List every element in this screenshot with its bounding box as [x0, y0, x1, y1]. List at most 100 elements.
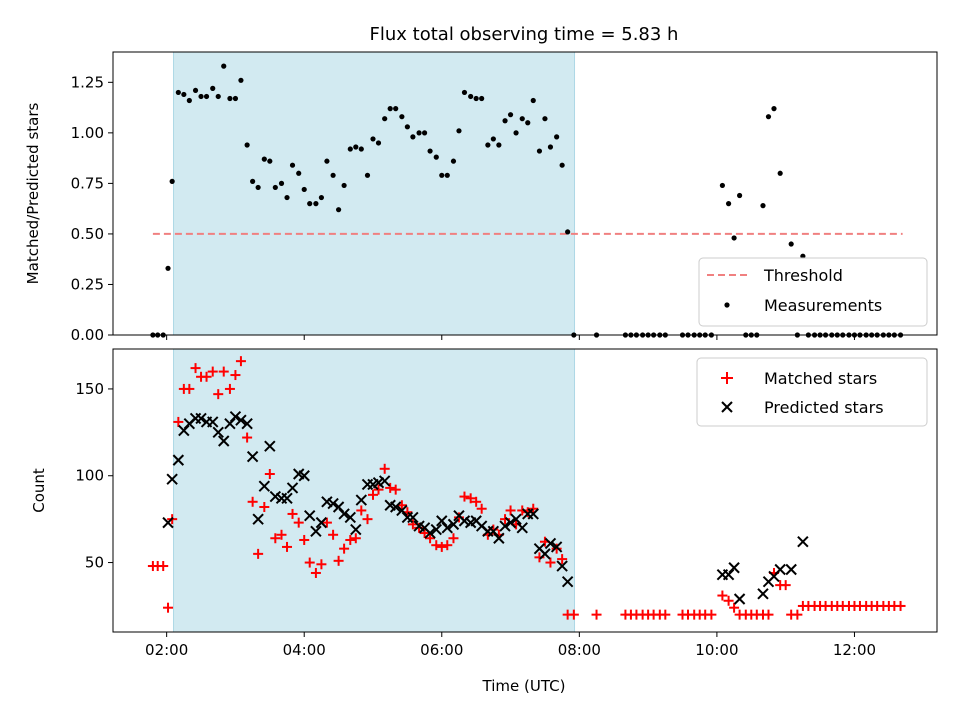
predicted-point: [728, 562, 740, 574]
predicted-point: [550, 541, 563, 553]
matched-point: [459, 491, 470, 502]
measurement-point: [461, 89, 468, 96]
predicted-point: [424, 527, 436, 539]
bottom-plot-frame: [112, 348, 938, 633]
matched-point: [213, 389, 224, 400]
matched-point: [591, 609, 602, 620]
matched-point: [235, 356, 246, 367]
predicted-point: [378, 475, 391, 487]
measurement-point: [341, 182, 347, 189]
predicted-point: [722, 568, 735, 581]
predicted-point: [396, 504, 408, 517]
measurement-point: [760, 203, 766, 209]
measurement-point: [542, 116, 548, 122]
predicted-point: [166, 473, 178, 485]
predicted-point: [212, 426, 224, 439]
measurement-point: [765, 114, 772, 120]
measurement-point: [554, 134, 560, 140]
predicted-point: [286, 482, 299, 494]
matched-stars-series: [147, 356, 906, 620]
measurement-point: [232, 95, 239, 102]
matched-point: [259, 501, 270, 512]
measurement-point: [181, 91, 187, 98]
matched-point: [414, 522, 425, 533]
predicted-point: [510, 513, 522, 525]
measurement-point: [358, 146, 364, 152]
predicted-point: [178, 424, 190, 437]
matched-point: [465, 493, 476, 504]
x-tick-label: 02:00: [145, 641, 188, 659]
matched-point: [717, 590, 728, 601]
measurement-point: [261, 156, 267, 162]
measurement-point: [513, 130, 519, 136]
predicted-point: [561, 575, 574, 588]
predicted-point: [487, 525, 500, 538]
measurement-point: [410, 134, 416, 140]
measurement-point: [330, 172, 336, 178]
y-tick-label: 0.50: [71, 225, 104, 243]
matched-point: [282, 541, 293, 552]
measurement-point: [565, 229, 571, 235]
predicted-point: [774, 563, 786, 576]
matched-point: [505, 505, 516, 516]
matched-point: [350, 533, 361, 544]
predicted-point: [195, 412, 207, 425]
y-tick-label: 0.25: [71, 275, 104, 293]
measurement-point: [278, 180, 285, 186]
measurement-point: [203, 93, 210, 100]
predicted-point: [757, 588, 769, 600]
matched-point: [299, 534, 310, 545]
measurement-point: [324, 158, 330, 164]
bottom-y-axis-label: Count: [30, 468, 48, 513]
measurement-point: [347, 146, 353, 152]
legend-measurements-swatch: [724, 302, 730, 308]
measurement-point: [731, 235, 737, 241]
top-legend-box: [698, 257, 928, 327]
y-tick-label: 150: [75, 380, 104, 398]
measurement-point: [175, 89, 181, 96]
predicted-point: [733, 593, 746, 605]
x-axis-label: Time (UTC): [482, 677, 566, 695]
matched-point: [436, 541, 447, 552]
measurement-point: [496, 142, 502, 148]
measurement-point: [284, 194, 290, 201]
matched-point: [425, 533, 436, 544]
matched-point: [264, 469, 275, 480]
measurement-point: [536, 148, 543, 154]
matched-point: [201, 371, 212, 382]
legend-matched-swatch: [721, 372, 733, 384]
measurement-point: [375, 140, 382, 146]
legend-predicted-label: Predicted stars: [764, 398, 884, 417]
measurement-point: [370, 136, 376, 142]
predicted-point: [162, 516, 174, 529]
predicted-point: [539, 548, 551, 560]
matched-point: [345, 534, 356, 545]
top-y-axis-label: Matched/Predicted stars: [24, 103, 42, 285]
measurement-point: [519, 116, 525, 122]
predicted-point: [207, 416, 219, 428]
predicted-point: [241, 417, 253, 430]
predicted-point: [229, 411, 242, 423]
measurements-series: [150, 63, 904, 338]
predicted-point: [327, 497, 339, 510]
matched-point: [339, 543, 350, 554]
predicted-point: [264, 440, 276, 452]
measurement-point: [468, 93, 474, 100]
y-tick-label: 50: [85, 554, 104, 572]
matched-point: [390, 484, 401, 495]
measurement-point: [416, 130, 422, 136]
matched-point: [362, 514, 373, 525]
measurement-point: [547, 144, 554, 150]
measurement-point: [439, 172, 445, 178]
predicted-point: [436, 515, 448, 527]
measurement-point: [387, 106, 393, 112]
predicted-point: [172, 454, 185, 466]
measurement-point: [227, 95, 233, 102]
matched-point: [230, 370, 241, 381]
bottom-y-axis: 50 100 150: [75, 380, 113, 572]
predicted-point: [785, 563, 797, 576]
predicted-point: [304, 509, 316, 522]
matched-point: [792, 609, 803, 620]
predicted-point: [235, 414, 247, 426]
